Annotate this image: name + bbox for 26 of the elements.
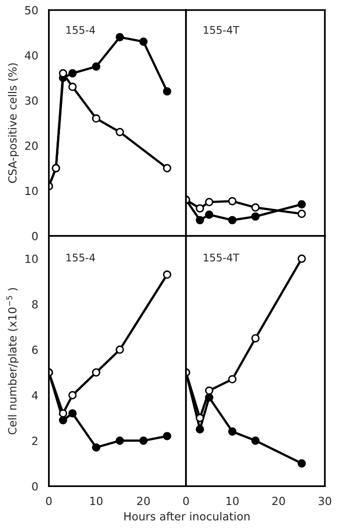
y-tick-label: 2 bbox=[32, 436, 38, 445]
y-tick-label: 0 bbox=[32, 232, 38, 240]
text: 155-4 bbox=[66, 26, 96, 34]
y-tick-label: 8 bbox=[32, 300, 38, 309]
y-tick-label: 4 bbox=[32, 391, 38, 400]
x-axis-title: Hours after inoculation bbox=[124, 512, 250, 520]
y-tick-label: 10 bbox=[26, 254, 38, 264]
y-tick-label: 40 bbox=[24, 51, 38, 60]
x-tick-label: 0 bbox=[46, 496, 52, 506]
x-tick-label: 10 bbox=[90, 496, 102, 506]
text: 155-4T bbox=[204, 254, 240, 262]
x-tick-label: 20 bbox=[272, 496, 285, 506]
text: 155-4T bbox=[204, 26, 240, 34]
y-tick-label: 30 bbox=[25, 96, 38, 105]
text: 155-4 bbox=[66, 254, 96, 262]
y-tick-label: 0 bbox=[32, 482, 38, 491]
y-tick-label: 20 bbox=[25, 142, 38, 150]
x-tick-label: 30 bbox=[318, 496, 332, 506]
x-tick-label: 10 bbox=[226, 496, 239, 506]
y-axis-title: Cell number/plate (x10$^{−5}$ ) bbox=[6, 288, 19, 434]
y-tick-label: 6 bbox=[32, 346, 38, 354]
x-tick-label: 20 bbox=[137, 496, 150, 506]
x-tick-label: 0 bbox=[183, 496, 189, 506]
y-tick-label: 10 bbox=[26, 186, 38, 196]
y-tick-label: 50 bbox=[25, 6, 38, 14]
y-axis-title: CSA-positive cells (%) bbox=[8, 63, 19, 183]
